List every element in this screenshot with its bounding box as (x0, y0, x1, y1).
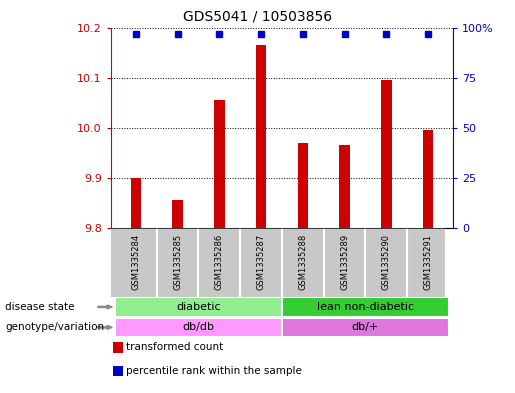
Bar (115, 318, 282, 337)
Text: GSM1335290: GSM1335290 (382, 234, 391, 290)
Text: GSM1335289: GSM1335289 (340, 234, 349, 290)
Bar (115, 297, 282, 317)
Text: GSM1335291: GSM1335291 (424, 234, 433, 290)
Bar (423, 130, 433, 228)
Text: transformed count: transformed count (126, 342, 224, 353)
Bar (173, 200, 183, 228)
Bar (282, 297, 449, 317)
Text: GDS5041 / 10503856: GDS5041 / 10503856 (183, 10, 332, 24)
Bar (298, 143, 308, 228)
Text: percentile rank within the sample: percentile rank within the sample (126, 366, 302, 376)
Text: GSM1335284: GSM1335284 (131, 234, 140, 290)
Text: genotype/variation: genotype/variation (5, 322, 104, 332)
Text: lean non-diabetic: lean non-diabetic (317, 302, 414, 312)
Bar (214, 100, 225, 228)
Text: GSM1335286: GSM1335286 (215, 234, 224, 290)
Text: disease state: disease state (5, 302, 75, 312)
Bar (131, 178, 141, 228)
Text: GSM1335287: GSM1335287 (256, 234, 266, 290)
Bar (339, 145, 350, 228)
Text: diabetic: diabetic (176, 302, 221, 312)
Bar (282, 318, 449, 337)
Bar (256, 45, 266, 228)
Text: db/db: db/db (182, 322, 214, 332)
Text: GSM1335288: GSM1335288 (298, 234, 307, 290)
Text: db/+: db/+ (352, 322, 379, 332)
Bar (381, 80, 391, 228)
Text: GSM1335285: GSM1335285 (173, 234, 182, 290)
